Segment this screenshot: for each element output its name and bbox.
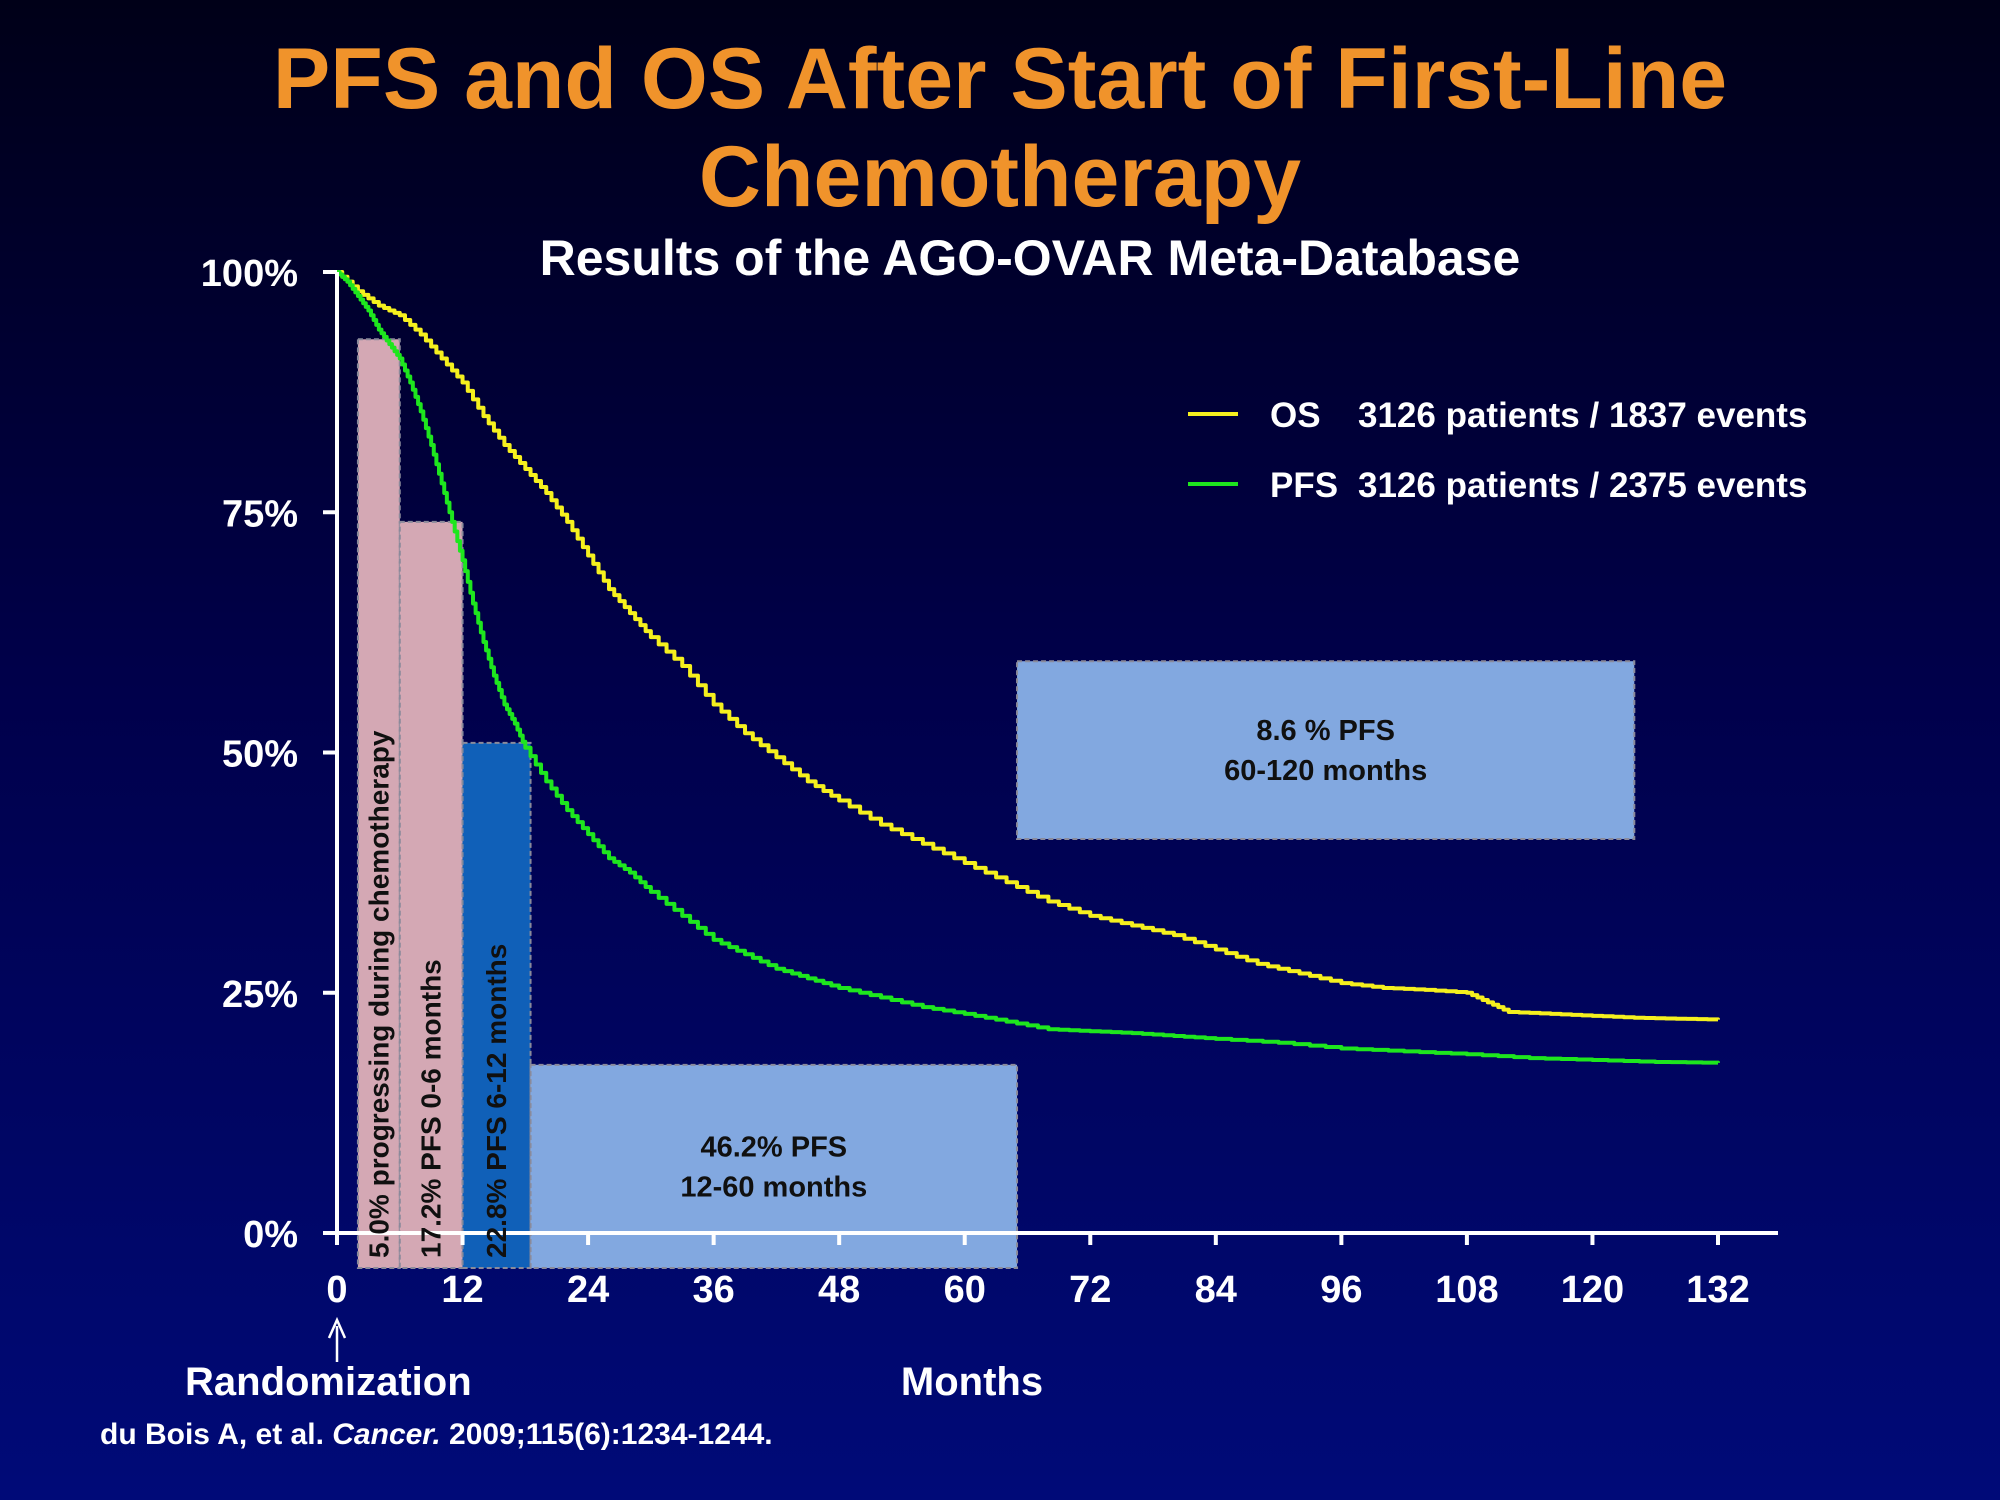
y-tick-label: 100% (201, 253, 298, 295)
os-legend-name: OS (1270, 396, 1321, 435)
annotation-box-3 (461, 741, 532, 1269)
x-tick-label: 0 (326, 1269, 347, 1311)
title-line-2: Chemotherapy (698, 129, 1302, 225)
os-curve (337, 270, 1720, 1022)
annotation-box-5 (1016, 660, 1636, 840)
annotation-label-4-line-1: 46.2% PFS (700, 1131, 847, 1163)
os-legend-detail: 3126 patients / 1837 events (1358, 396, 1807, 435)
citation-authors: du Bois A, et al. (100, 1418, 333, 1451)
x-tick-label: 84 (1195, 1269, 1237, 1311)
chart-subtitle: Results of the AGO-OVAR Meta-Database (539, 230, 1521, 286)
annotation-label-2: 17.2% PFS 0-6 months (416, 959, 447, 1258)
x-tick-label: 36 (692, 1269, 734, 1311)
annotation-labels: 5.0% progressing during chemotherapy 17.2… (363, 715, 1427, 1258)
annotation-label-1: 5.0% progressing during chemotherapy (363, 730, 394, 1258)
x-tick-label: 12 (441, 1269, 483, 1311)
citation-journal: Cancer. (332, 1418, 441, 1451)
y-tick-label: 0% (243, 1214, 298, 1256)
randomization-label: Randomization (185, 1360, 472, 1404)
chart-legend: OS 3126 patients / 1837 events PFS 3126 pat… (1188, 396, 1807, 505)
x-tick-label: 24 (567, 1269, 609, 1311)
chart-axes: 0% 25% 50% 75% 100% 0 12 24 36 48 60 72 84 96 108 120 13… (201, 253, 1778, 1311)
citation: du Bois A, et al. Cancer. 2009;115(6):12… (100, 1418, 773, 1452)
citation-details: 2009;115(6):1234-1244. (440, 1418, 773, 1451)
annotation-label-5-line-1: 8.6 % PFS (1256, 715, 1395, 747)
title-line-1: PFS and OS After Start of First-Line (272, 31, 1728, 127)
annotation-boxes (356, 338, 1636, 1269)
pfs-curve (337, 270, 1720, 1065)
x-tick-label: 108 (1435, 1269, 1498, 1311)
x-tick-label: 96 (1320, 1269, 1362, 1311)
slide-title: PFS and OS After Start of First-Line Che… (0, 30, 2000, 226)
x-tick-label: 72 (1069, 1269, 1111, 1311)
pfs-legend-name: PFS (1270, 466, 1338, 505)
x-axis-title: Months (901, 1360, 1043, 1404)
y-tick-label: 25% (222, 974, 298, 1016)
x-tick-label: 48 (818, 1269, 860, 1311)
pfs-legend-detail: 3126 patients / 2375 events (1358, 466, 1807, 505)
y-tick-label: 75% (222, 493, 298, 535)
randomization-arrowhead (327, 1316, 347, 1339)
annotation-label-4-line-2: 12-60 months (680, 1171, 867, 1203)
x-tick-label: 132 (1686, 1269, 1749, 1311)
annotation-label-3: 22.8% PFS 6-12 months (481, 944, 512, 1258)
x-tick-label: 60 (944, 1269, 986, 1311)
annotation-label-5-line-2: 60-120 months (1224, 755, 1427, 787)
x-axis-labels: Randomization Months (185, 1316, 1043, 1404)
survival-curves (337, 270, 1720, 1065)
x-tick-label: 120 (1561, 1269, 1624, 1311)
annotation-box-4 (529, 1063, 1019, 1269)
y-tick-label: 50% (222, 734, 298, 776)
